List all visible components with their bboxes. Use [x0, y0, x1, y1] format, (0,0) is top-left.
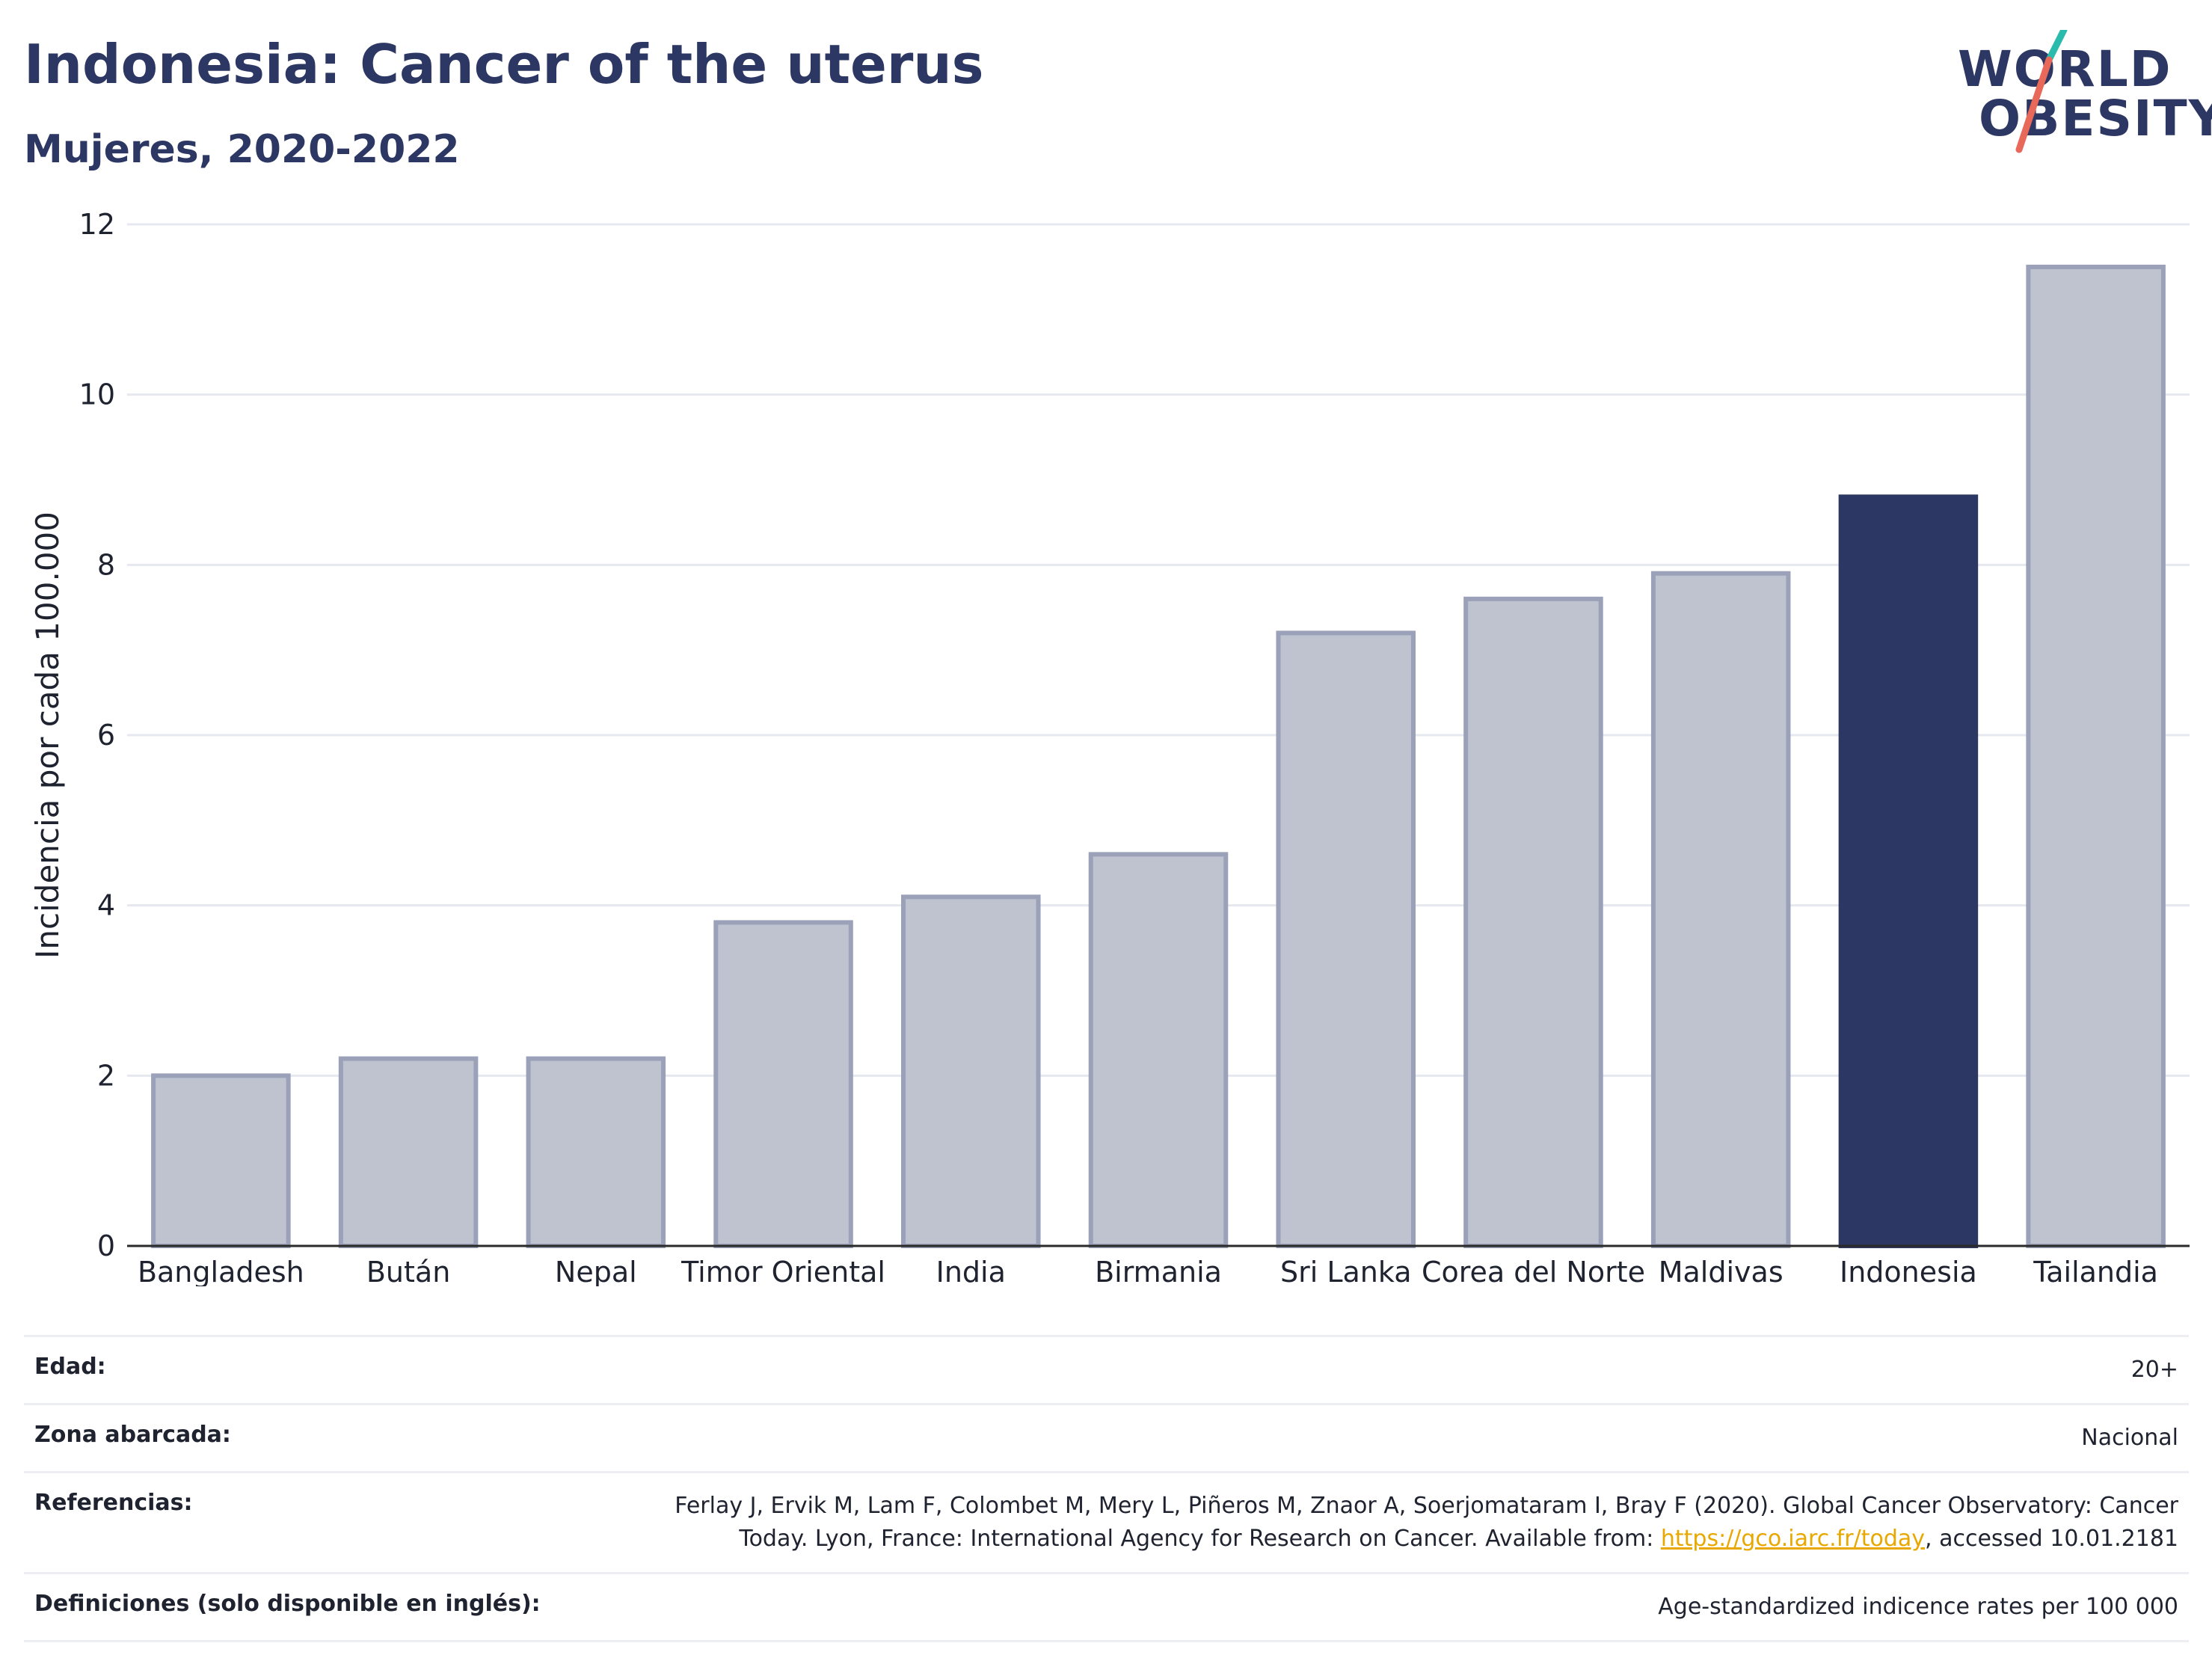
info-table: Edad: 20+ Zona abarcada: Nacional Refere… [24, 1335, 2189, 1642]
x-tick-label: Nepal [555, 1256, 637, 1286]
bar-india [901, 894, 1041, 1248]
bar-maldivas [1650, 571, 1791, 1248]
y-tick-label: 6 [97, 719, 115, 752]
logo-slash-icon [2015, 30, 2068, 153]
bars [151, 264, 2166, 1249]
info-value: 20+ [2130, 1357, 2178, 1383]
x-tick-label: Birmania [1095, 1256, 1222, 1286]
info-key: Referencias: [34, 1490, 193, 1516]
info-key: Edad: [34, 1354, 106, 1380]
y-tick-label: 0 [97, 1229, 115, 1262]
bar-sri-lanka [1276, 630, 1416, 1248]
y-tick-label: 8 [97, 548, 115, 581]
logo-text-obesity: OBESITY [1979, 90, 2212, 147]
bar-corea-del-norte [1463, 596, 1603, 1248]
info-row-definitions: Definiciones (solo disponible en inglés)… [24, 1572, 2189, 1642]
bar-nepal [526, 1056, 666, 1248]
chart-subtitle: Mujeres, 2020-2022 [24, 127, 460, 172]
logo-text-world: WORLD [1958, 40, 2172, 98]
x-tick-label: India [936, 1256, 1006, 1286]
reference-text-line2: Today. Lyon, France: International Agenc… [739, 1526, 1661, 1552]
reference-text-accessed: , accessed 10.01.2181 [1925, 1526, 2178, 1552]
info-value: Age-standardized indicence rates per 100… [1658, 1594, 2178, 1620]
x-tick-label: Maldivas [1659, 1256, 1784, 1286]
bar-timor-oriental [713, 920, 853, 1249]
bar-bután [338, 1056, 479, 1248]
x-tick-label: Sri Lanka [1280, 1256, 1412, 1286]
bar-indonesia [1838, 494, 1979, 1248]
bar-chart: 0 2 4 6 8 10 12 Bangladesh Bután Nepal Timor Orie… [29, 208, 2190, 1286]
y-tick-label: 2 [97, 1059, 115, 1092]
info-key: Definiciones (solo disponible en inglés)… [34, 1591, 541, 1617]
reference-text-line1: Ferlay J, Ervik M, Lam F, Colombet M, Me… [675, 1493, 2178, 1519]
x-tick-label: Timor Oriental [681, 1256, 885, 1286]
y-tick-label: 4 [97, 889, 115, 922]
info-value: Nacional [2081, 1425, 2178, 1451]
y-tick-labels: 0 2 4 6 8 10 12 [79, 208, 115, 1262]
world-obesity-logo: WORLD OBESITY [1944, 30, 2212, 165]
bar-bangladesh [151, 1073, 291, 1249]
bar-birmania [1088, 852, 1229, 1248]
info-row-age: Edad: 20+ [24, 1335, 2189, 1403]
y-tick-label: 12 [79, 208, 115, 241]
x-tick-label: Bután [366, 1256, 450, 1286]
y-tick-label: 10 [79, 378, 115, 411]
x-tick-label: Indonesia [1840, 1256, 1977, 1286]
x-tick-label: Tailandia [2033, 1256, 2158, 1286]
y-axis-label: Incidencia por cada 100.000 [29, 512, 66, 959]
info-row-area: Zona abarcada: Nacional [24, 1403, 2189, 1471]
x-tick-label: Bangladesh [138, 1256, 304, 1286]
info-row-references: Referencias: Ferlay J, Ervik M, Lam F, C… [24, 1471, 2189, 1572]
chart-title: Indonesia: Cancer of the uterus [24, 33, 984, 96]
x-tick-labels: Bangladesh Bután Nepal Timor Oriental India B… [138, 1256, 2158, 1286]
x-tick-label: Corea del Norte [1422, 1256, 1645, 1286]
bar-tailandia [2026, 264, 2166, 1249]
info-value: Ferlay J, Ervik M, Lam F, Colombet M, Me… [675, 1490, 2178, 1556]
info-key: Zona abarcada: [34, 1422, 231, 1448]
reference-link[interactable]: https://gco.iarc.fr/today [1660, 1526, 1926, 1552]
